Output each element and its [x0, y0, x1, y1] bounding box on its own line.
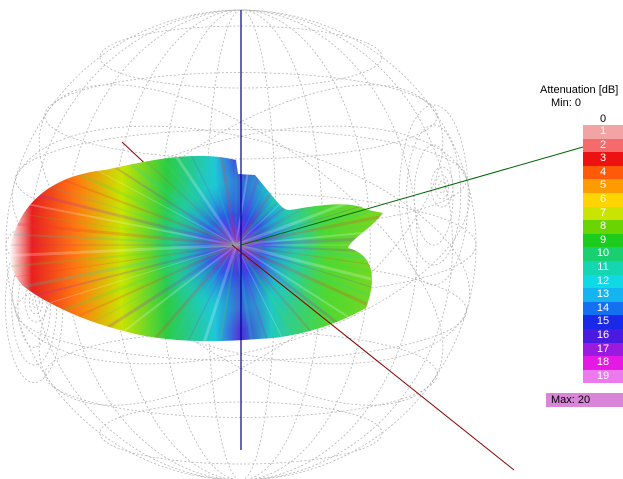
coordinate-axes-front: [231, 10, 584, 471]
legend-step: 4: [583, 165, 623, 180]
legend-max-label: Max: 20: [546, 393, 623, 407]
legend-zero-label: 0: [599, 113, 607, 125]
legend-step: 3: [583, 152, 623, 166]
legend-step: 8: [583, 220, 623, 234]
legend-step: 18: [583, 356, 623, 370]
legend-step: 2: [583, 138, 623, 153]
legend-step: 1: [583, 125, 623, 139]
legend-step: 10: [583, 247, 623, 261]
legend-step: 16: [583, 328, 623, 343]
legend-step: 11: [583, 260, 623, 275]
legend-step: 13: [583, 288, 623, 302]
legend-step: 17: [583, 342, 623, 357]
legend-title: Attenuation [dB]: [540, 84, 619, 96]
legend-step: 19: [583, 369, 623, 384]
legend-step: 7: [583, 206, 623, 221]
radiation-lobe: [9, 155, 383, 342]
legend-min-label: Min: 0: [551, 97, 581, 109]
legend-step: 12: [583, 274, 623, 289]
z-axis: [231, 244, 515, 471]
legend-step: 14: [583, 301, 623, 316]
legend-step: 5: [583, 179, 623, 193]
legend-step: 9: [583, 233, 623, 248]
legend-color-scale: 1 2 3 4 5 6 7 8 9 10 11 12 13 14 15 16 17 18 19: [583, 125, 623, 384]
legend-step: 15: [583, 315, 623, 329]
x-axis: [240, 146, 584, 246]
legend-step: 6: [583, 192, 623, 207]
